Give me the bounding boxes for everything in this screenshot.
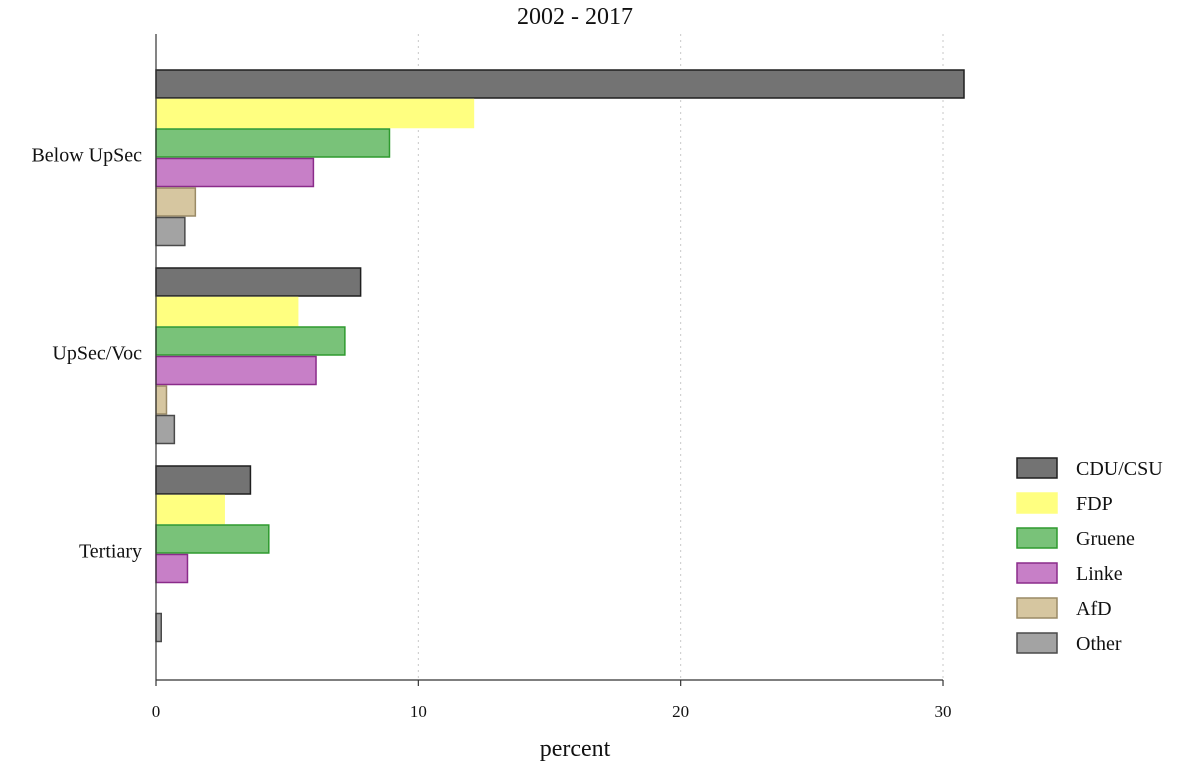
bar-linke bbox=[155, 157, 315, 188]
legend-label: CDU/CSU bbox=[1076, 458, 1163, 480]
bar-fdp bbox=[155, 98, 475, 129]
bar-cdu-csu bbox=[155, 69, 965, 99]
bar-afd bbox=[155, 385, 168, 415]
x-tick-label: 10 bbox=[410, 702, 427, 721]
legend: CDU/CSU FDP Gruene Linke AfD Other bbox=[1016, 457, 1163, 655]
bar-cdu-csu bbox=[155, 267, 362, 297]
bar-gruene bbox=[155, 524, 270, 554]
legend-swatch bbox=[1016, 492, 1058, 514]
bar-afd bbox=[155, 187, 197, 217]
x-axis: 0 10 20 30 bbox=[152, 34, 952, 721]
bar-fdp bbox=[155, 494, 225, 525]
bar-other bbox=[155, 414, 176, 445]
x-tick-label: 20 bbox=[672, 702, 689, 721]
legend-swatch bbox=[1016, 632, 1058, 654]
category-label: Below UpSec bbox=[31, 145, 142, 167]
bar-other bbox=[155, 612, 162, 643]
bar-cdu-csu bbox=[155, 465, 252, 495]
category-label: Tertiary bbox=[79, 541, 142, 563]
legend-swatch bbox=[1016, 527, 1058, 549]
category-label: UpSec/Voc bbox=[52, 343, 142, 365]
legend-swatch bbox=[1016, 597, 1058, 619]
legend-label: AfD bbox=[1076, 598, 1112, 620]
bars bbox=[155, 69, 965, 643]
legend-label: Gruene bbox=[1076, 528, 1135, 550]
bar-gruene bbox=[155, 326, 346, 356]
legend-label: FDP bbox=[1076, 493, 1113, 515]
x-axis-title: percent bbox=[540, 736, 611, 762]
legend-swatch bbox=[1016, 562, 1058, 584]
y-axis-categories: Below UpSec UpSec/Voc Tertiary bbox=[31, 145, 142, 563]
legend-label: Other bbox=[1076, 633, 1122, 655]
bar-gruene bbox=[155, 128, 391, 158]
legend-label: Linke bbox=[1076, 563, 1123, 585]
grid bbox=[417, 34, 944, 680]
x-tick-label: 0 bbox=[152, 702, 161, 721]
bar-fdp bbox=[155, 296, 299, 327]
bar-linke bbox=[155, 553, 189, 584]
chart-title: 2002 - 2017 bbox=[517, 4, 633, 30]
bar-other bbox=[155, 216, 186, 247]
legend-swatch bbox=[1016, 457, 1058, 479]
x-tick-label: 30 bbox=[935, 702, 952, 721]
bar-linke bbox=[155, 355, 317, 386]
